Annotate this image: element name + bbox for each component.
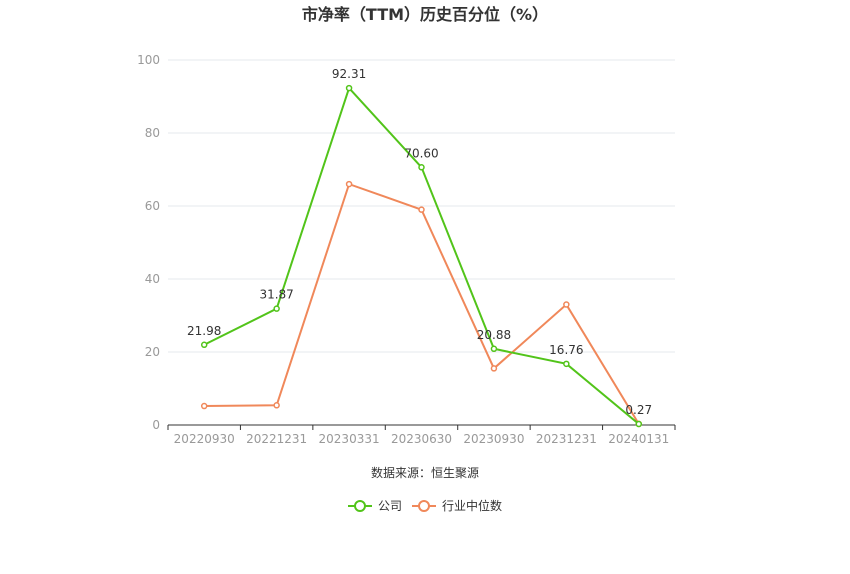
series-point-0 — [273, 305, 280, 312]
legend-label-1: 行业中位数 — [442, 498, 502, 513]
series-group — [200, 84, 643, 428]
series-point-1 — [418, 206, 425, 213]
x-tick-label: 20230331 — [319, 432, 380, 446]
x-tick-label: 20231231 — [536, 432, 597, 446]
data-label: 21.98 — [187, 324, 221, 338]
legend-label-0: 公司 — [378, 499, 402, 513]
chart-title: 市净率（TTM）历史百分位（%） — [302, 5, 548, 24]
series-point-0 — [490, 345, 498, 353]
y-tick-label: 60 — [145, 199, 160, 213]
data-label: 70.60 — [404, 146, 438, 160]
series-point-1 — [563, 301, 570, 308]
legend: 公司 行业中位数 — [348, 498, 502, 513]
y-tick-label: 20 — [145, 345, 160, 359]
data-label: 31.87 — [259, 288, 293, 302]
series-point-0 — [635, 420, 643, 428]
grid-lines — [168, 59, 675, 353]
y-tick-label: 80 — [145, 126, 160, 140]
data-labels: 21.98 31.87 92.31 70.60 20.88 16.76 0.27 — [187, 67, 652, 417]
source-note: 数据来源：恒生聚源 — [371, 465, 479, 480]
x-tick-label: 20221231 — [246, 432, 307, 446]
x-tick-label: 20230630 — [391, 432, 452, 446]
y-tick-label: 40 — [145, 272, 160, 286]
data-label: 20.88 — [477, 328, 511, 342]
x-tick-label: 20240131 — [608, 432, 669, 446]
data-label: 92.31 — [332, 67, 366, 81]
series-point-1 — [345, 180, 353, 188]
y-tick-label: 100 — [137, 53, 160, 67]
y-axis: 0 20 40 60 80 100 — [137, 53, 160, 432]
series-point-1 — [490, 365, 498, 372]
series-point-0 — [563, 360, 570, 368]
legend-marker-0 — [354, 500, 366, 512]
data-label: 16.76 — [549, 343, 583, 357]
x-tick-label: 20220930 — [174, 432, 235, 446]
series-point-0 — [200, 341, 208, 349]
x-tick-label: 20230930 — [463, 432, 524, 446]
series-point-1 — [200, 402, 208, 410]
series-point-0 — [345, 84, 353, 92]
series-point-0 — [418, 164, 425, 171]
legend-marker-1 — [418, 500, 430, 512]
series-line-0 — [203, 86, 640, 425]
y-tick-label: 0 — [152, 418, 160, 432]
data-label: 0.27 — [625, 403, 652, 417]
x-axis: 20220930 20221231 20230331 20230630 20230930… — [167, 424, 676, 446]
series-point-1 — [273, 402, 280, 409]
series-line-1 — [204, 182, 640, 425]
